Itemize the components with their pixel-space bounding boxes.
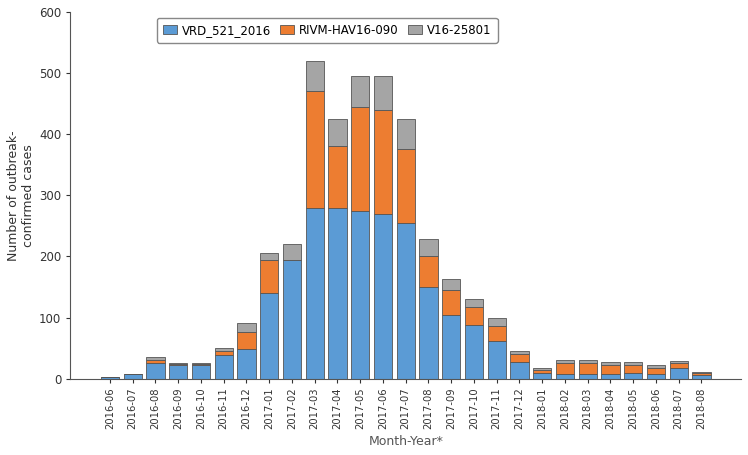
Bar [283, 259, 301, 379]
Bar [237, 332, 256, 349]
Bar [669, 368, 688, 379]
Bar [647, 364, 665, 368]
Bar [328, 119, 346, 147]
Bar [579, 363, 597, 374]
Bar [215, 351, 233, 355]
Bar [147, 364, 165, 379]
Bar [215, 355, 233, 379]
Bar [556, 374, 574, 379]
Bar [556, 360, 574, 363]
Bar [465, 307, 483, 325]
Bar [396, 119, 415, 150]
Bar [624, 362, 643, 365]
Y-axis label: Number of outbreak-
confirmed cases: Number of outbreak- confirmed cases [7, 130, 35, 261]
Bar [488, 325, 506, 341]
Bar [351, 106, 370, 211]
Bar [624, 373, 643, 379]
Bar [488, 318, 506, 325]
Bar [351, 211, 370, 379]
Bar [647, 368, 665, 374]
Bar [601, 362, 619, 364]
Bar [601, 374, 619, 379]
Bar [328, 207, 346, 379]
Bar [374, 110, 392, 214]
Bar [465, 325, 483, 379]
Bar [169, 365, 187, 379]
Bar [693, 372, 711, 373]
Bar [306, 91, 324, 207]
Bar [123, 374, 142, 379]
X-axis label: Month-Year*: Month-Year* [368, 435, 443, 448]
Bar [192, 363, 210, 364]
Bar [420, 287, 438, 379]
Bar [420, 257, 438, 287]
Bar [510, 362, 529, 379]
Bar [351, 76, 370, 106]
Bar [328, 147, 346, 207]
Bar [693, 375, 711, 379]
Bar [306, 207, 324, 379]
Bar [169, 364, 187, 365]
Bar [260, 259, 278, 293]
Bar [669, 363, 688, 368]
Bar [579, 360, 597, 363]
Bar [374, 214, 392, 379]
Legend: VRD_521_2016, RIVM-HAV16-090, V16-25801: VRD_521_2016, RIVM-HAV16-090, V16-25801 [157, 18, 497, 43]
Bar [693, 373, 711, 375]
Bar [396, 150, 415, 223]
Bar [465, 299, 483, 307]
Bar [260, 293, 278, 379]
Bar [510, 351, 529, 354]
Bar [647, 374, 665, 379]
Bar [147, 357, 165, 360]
Bar [237, 323, 256, 332]
Bar [601, 364, 619, 374]
Bar [169, 363, 187, 364]
Bar [488, 341, 506, 379]
Bar [420, 239, 438, 257]
Bar [283, 244, 301, 259]
Bar [442, 290, 460, 314]
Bar [579, 374, 597, 379]
Bar [215, 348, 233, 351]
Bar [442, 314, 460, 379]
Bar [556, 363, 574, 374]
Bar [101, 378, 119, 379]
Bar [533, 369, 551, 373]
Bar [624, 365, 643, 373]
Bar [306, 61, 324, 91]
Bar [510, 354, 529, 362]
Bar [396, 223, 415, 379]
Bar [260, 253, 278, 259]
Bar [147, 360, 165, 364]
Bar [237, 349, 256, 379]
Bar [192, 364, 210, 365]
Bar [669, 361, 688, 363]
Bar [533, 373, 551, 379]
Bar [192, 365, 210, 379]
Bar [374, 76, 392, 110]
Bar [442, 279, 460, 290]
